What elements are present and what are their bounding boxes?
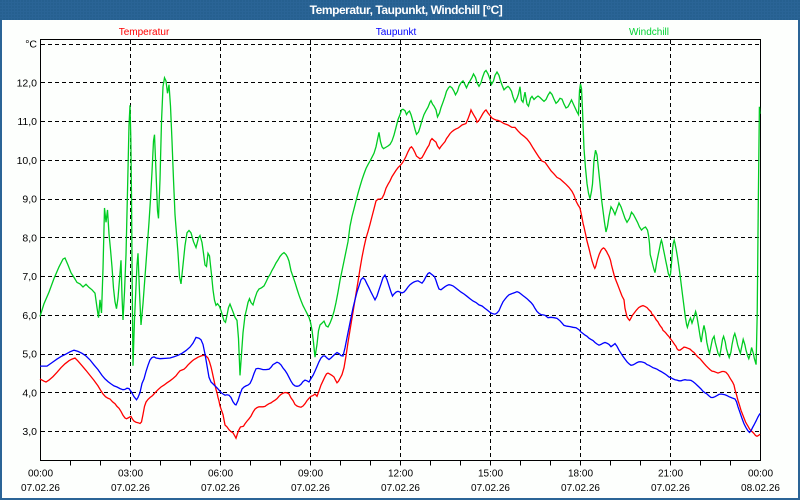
svg-text:18:00: 18:00 xyxy=(568,469,593,480)
svg-text:07.02.26: 07.02.26 xyxy=(291,483,330,494)
svg-text:07.02.26: 07.02.26 xyxy=(471,483,510,494)
svg-text:8,0: 8,0 xyxy=(22,232,37,244)
svg-text:6,0: 6,0 xyxy=(22,310,37,322)
svg-text:07.02.26: 07.02.26 xyxy=(21,483,60,494)
svg-text:15:00: 15:00 xyxy=(478,469,503,480)
svg-text:08.02.26: 08.02.26 xyxy=(741,483,780,494)
svg-text:06:00: 06:00 xyxy=(208,469,233,480)
svg-text:11,0: 11,0 xyxy=(17,116,37,128)
svg-text:4,0: 4,0 xyxy=(22,387,37,399)
svg-text:07.02.26: 07.02.26 xyxy=(111,483,150,494)
svg-text:21:00: 21:00 xyxy=(658,469,683,480)
svg-text:00:00: 00:00 xyxy=(28,469,53,480)
svg-text:07.02.26: 07.02.26 xyxy=(561,483,600,494)
svg-text:12:00: 12:00 xyxy=(388,469,413,480)
svg-text:00:00: 00:00 xyxy=(748,469,773,480)
svg-text:5,0: 5,0 xyxy=(22,349,37,361)
svg-text:°C: °C xyxy=(25,39,37,51)
svg-text:07.02.26: 07.02.26 xyxy=(201,483,240,494)
svg-text:3,0: 3,0 xyxy=(22,426,37,438)
svg-text:10,0: 10,0 xyxy=(17,155,38,167)
svg-text:09:00: 09:00 xyxy=(298,469,323,480)
svg-text:07.02.26: 07.02.26 xyxy=(651,483,690,494)
svg-text:7,0: 7,0 xyxy=(22,271,37,283)
svg-text:12,0: 12,0 xyxy=(17,77,38,89)
svg-text:03:00: 03:00 xyxy=(118,469,143,480)
svg-text:9,0: 9,0 xyxy=(22,194,37,206)
svg-text:07.02.26: 07.02.26 xyxy=(381,483,420,494)
